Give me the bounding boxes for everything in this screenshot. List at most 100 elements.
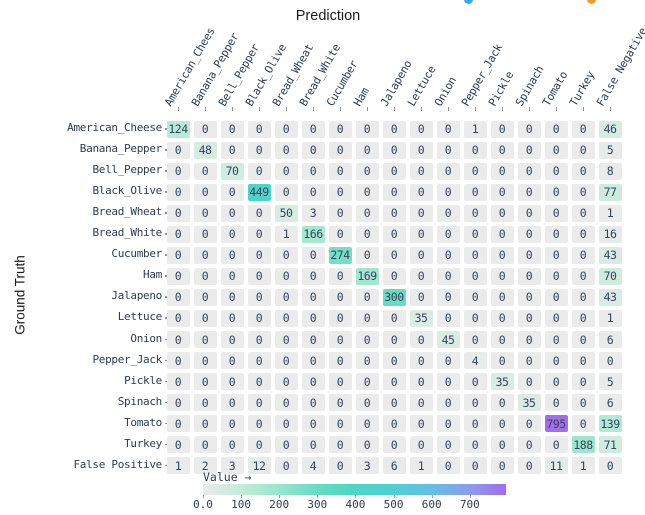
x-tick-mark [258,107,260,111]
heatmap-cell: 0 [220,204,244,222]
y-tick-label: American_Cheese [67,121,162,134]
heatmap-cell: 0 [328,204,352,222]
heatmap-cell: 0 [490,415,514,433]
heatmap-cell: 0 [247,141,271,159]
heatmap-cell: 0 [382,204,406,222]
y-tick-label: Pepper_Jack [92,352,162,366]
heatmap-cell: 1 [463,120,487,138]
heatmap-cell: 0 [517,225,541,243]
heatmap-cell: 0 [490,309,514,327]
colorbar-title: Value → [203,470,252,484]
heatmap-cell: 0 [382,141,406,159]
heatmap-cell: 0 [301,394,325,412]
heatmap-cell: 0 [328,267,352,285]
heatmap-cell: 0 [328,436,352,454]
heatmap-cell: 0 [355,204,379,222]
heatmap-cell: 11 [544,457,568,475]
y-tick-label: Tomato [124,415,162,429]
heatmap-cell: 0 [436,141,460,159]
heatmap-cell: 0 [544,436,568,454]
heatmap-cell: 0 [544,373,568,391]
heatmap-cell: 0 [382,309,406,327]
heatmap-cell: 0 [517,436,541,454]
heatmap-cell: 0 [490,120,514,138]
heatmap-cell: 0 [436,394,460,412]
heatmap-cell: 0 [193,415,217,433]
heatmap-cell: 0 [463,183,487,201]
heatmap-cell: 0 [274,436,298,454]
heatmap-cell: 0 [571,331,595,348]
heatmap-cell: 0 [463,225,487,243]
heatmap-cell: 0 [166,373,190,391]
x-tick-mark [474,107,476,111]
heatmap-cell: 0 [166,288,190,306]
x-tick-mark [501,107,503,111]
heatmap-cell: 0 [382,162,406,180]
heatmap-cell: 0 [463,288,487,306]
heatmap-cell: 0 [220,288,244,306]
heatmap-cell: 0 [598,352,622,370]
heatmap-cell: 0 [517,246,541,264]
heatmap-cell: 35 [490,373,514,391]
heatmap-cell: 0 [490,246,514,264]
heatmap-cell: 0 [409,246,433,264]
heatmap-cell: 0 [274,120,298,138]
heatmap-cell: 0 [463,394,487,412]
heatmap-cell: 0 [193,225,217,243]
heatmap-cell: 0 [193,394,217,412]
colorbar-tick-label: 300 [307,498,328,511]
x-tick-mark [312,107,314,111]
heatmap-cell: 0 [544,288,568,306]
heatmap-cell: 0 [490,288,514,306]
heatmap-cell: 0 [274,394,298,412]
heatmap-cell: 0 [166,162,190,180]
heatmap-cell: 0 [463,415,487,433]
heatmap-cell: 0 [463,457,487,475]
heatmap-cell: 0 [382,225,406,243]
heatmap-cell: 0 [409,225,433,243]
heatmap-cell: 0 [517,288,541,306]
heatmap-cell: 0 [220,352,244,370]
heatmap-cell: 0 [301,120,325,138]
colorbar-tick-mark [241,495,243,498]
colorbar-tick-mark [317,495,319,498]
heatmap-cell: 0 [436,309,460,327]
heatmap-cell: 0 [490,457,514,475]
heatmap-cell: 274 [328,246,352,264]
heatmap-cell: 0 [301,309,325,327]
heatmap-cell: 0 [463,162,487,180]
y-tick-label: Spinach [117,394,163,408]
heatmap-cell: 0 [571,267,595,285]
heatmap-cell: 0 [355,415,379,433]
heatmap-cell: 43 [598,246,622,264]
heatmap-cell: 0 [409,415,433,433]
colorbar-gradient [203,484,506,495]
heatmap-cell: 0 [490,267,514,285]
heatmap-cell: 0 [544,120,568,138]
heatmap-cell: 0 [220,225,244,243]
heatmap-cell: 0 [382,352,406,370]
colorbar-tick-label: 0.0 [193,498,213,511]
heatmap-cell: 0 [220,120,244,138]
heatmap-cell: 0 [193,288,217,306]
colorbar-tick-label: 200 [269,498,290,511]
heatmap-cell: 0 [436,267,460,285]
x-tick-mark [528,107,530,111]
heatmap-cell: 0 [355,162,379,180]
heatmap-cell: 6 [598,394,622,412]
heatmap-cell: 0 [409,204,433,222]
heatmap-cell: 0 [517,120,541,138]
heatmap-cell: 0 [301,267,325,285]
heatmap-cell: 0 [274,246,298,264]
heatmap-cell: 0 [571,246,595,264]
heatmap-cell: 0 [220,394,244,412]
heatmap-cell: 0 [328,120,352,138]
heatmap-cell: 0 [436,415,460,433]
heatmap-cell: 0 [571,415,595,433]
heatmap-cell: 0 [517,331,541,348]
y-tick-label: Pickle [124,373,162,387]
heatmap-cell: 0 [409,183,433,201]
x-tick-label: Pickle [486,69,517,109]
heatmap-cell: 0 [274,415,298,433]
heatmap-cell: 0 [355,141,379,159]
